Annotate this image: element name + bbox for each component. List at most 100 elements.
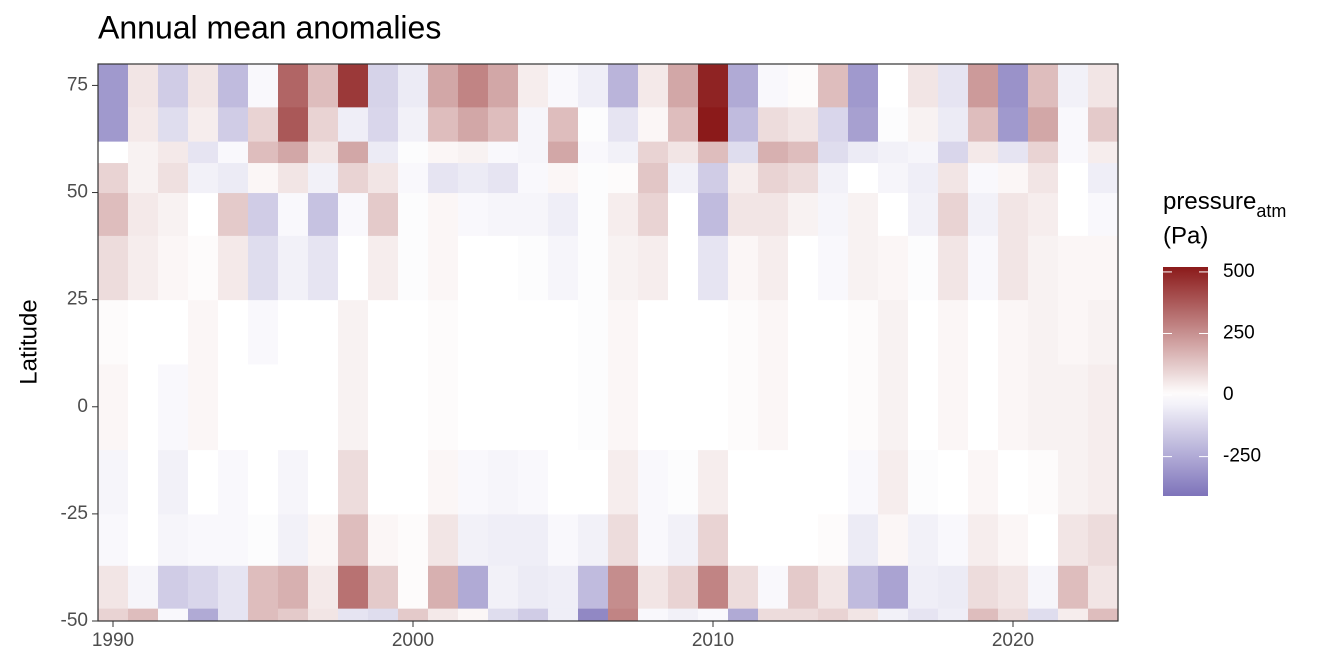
heat-cell [368,106,399,142]
heat-cell [158,513,189,566]
heat-cell [518,64,549,108]
heat-cell [398,299,429,365]
heat-cell [128,192,159,236]
heat-cell [308,162,339,194]
heat-cell [488,64,519,108]
heat-cell [248,235,279,301]
heat-cell [1058,141,1089,164]
heat-cell [158,299,189,365]
heat-cell [1028,64,1059,108]
heat-cell [98,192,129,236]
heat-cell [698,565,729,609]
heat-cell [998,192,1029,236]
heat-cell [518,106,549,142]
heat-cell [638,162,669,194]
heat-cell [158,363,189,451]
heat-cell [1088,513,1119,566]
heat-cell [908,608,939,622]
heat-cell [908,106,939,142]
heat-cell [128,162,159,194]
heat-cell [488,299,519,365]
legend-title: pressureatm [1163,188,1286,220]
heat-cell [878,608,909,622]
heat-cell [518,299,549,365]
heat-cell [338,162,369,194]
heat-cell [938,449,969,515]
heat-cell [458,449,489,515]
heat-cell [668,192,699,236]
heat-cell [1028,235,1059,301]
heat-cell [338,192,369,236]
heat-cell [338,608,369,622]
heat-cell [398,106,429,142]
heat-cell [698,106,729,142]
heat-cell [368,513,399,566]
heat-cell [1028,449,1059,515]
heat-cell [458,64,489,108]
heat-cell [1088,608,1119,622]
heat-cell [188,299,219,365]
heat-cell [548,106,579,142]
heat-cell [218,513,249,566]
heat-cell [218,141,249,164]
heat-cell [668,608,699,622]
heat-cell [578,449,609,515]
heat-cell [758,449,789,515]
heat-cell [338,64,369,108]
heat-cell [248,608,279,622]
heat-cell [818,235,849,301]
heat-cell [998,162,1029,194]
panel-border [97,63,1119,622]
y-tick-label: -50 [61,610,88,631]
heat-cell [158,64,189,108]
heat-cell [428,608,459,622]
heat-cell [938,235,969,301]
heat-cell [908,565,939,609]
heat-cell [368,608,399,622]
heat-cell [818,162,849,194]
heat-cell [788,141,819,164]
heat-cell [458,565,489,609]
heat-cell [968,299,999,365]
x-tick-label: 2000 [392,630,434,651]
heat-cell [398,513,429,566]
heat-cell [788,565,819,609]
heat-cell [158,141,189,164]
heat-cell [488,363,519,451]
heat-cell [338,106,369,142]
heat-cell [608,363,639,451]
heat-cell [368,235,399,301]
heat-cell [698,513,729,566]
heat-cell [608,64,639,108]
heat-cell [698,162,729,194]
heat-cell [758,64,789,108]
heat-cell [578,235,609,301]
heat-cell [638,64,669,108]
heat-cell [218,106,249,142]
heat-cell [998,363,1029,451]
heat-cell [98,106,129,142]
heat-cell [1058,299,1089,365]
heat-cell [188,513,219,566]
heat-cell [248,106,279,142]
heat-cell [128,608,159,622]
heat-cell [188,608,219,622]
heat-cell [728,162,759,194]
heat-cell [1028,162,1059,194]
heat-cell [1088,299,1119,365]
heat-cell [518,565,549,609]
heat-cell [608,162,639,194]
y-tick-label: -25 [61,503,88,524]
colorbar-label: 0 [1223,384,1234,405]
heat-cell [1028,192,1059,236]
heat-cell [1088,363,1119,451]
heat-cell [848,235,879,301]
heat-cell [278,608,309,622]
heat-cell [488,513,519,566]
heat-cell [428,235,459,301]
heat-cell [608,449,639,515]
heat-cell [608,513,639,566]
heat-cell [878,363,909,451]
heat-cell [698,141,729,164]
heat-cell [548,608,579,622]
